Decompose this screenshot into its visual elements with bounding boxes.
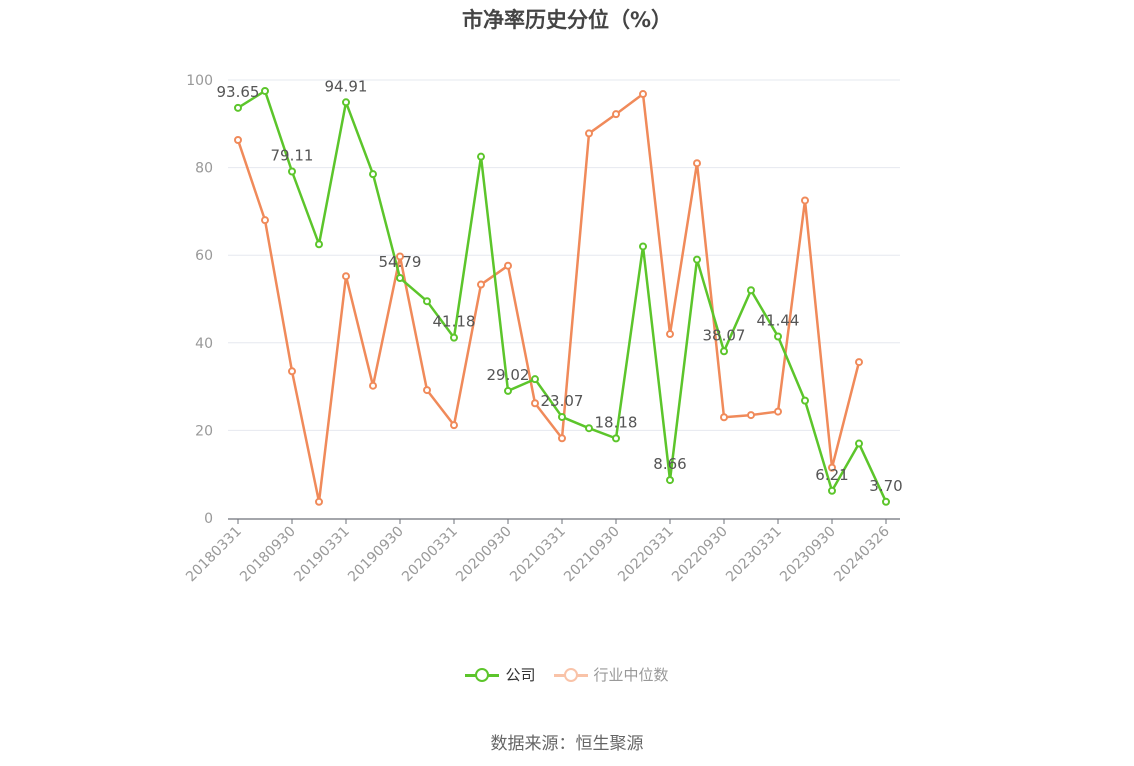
x-tick-label: 20240326 xyxy=(831,523,893,585)
data-label: 18.18 xyxy=(595,413,638,431)
data-point-1[interactable] xyxy=(396,252,404,261)
data-point-0[interactable] xyxy=(450,333,458,342)
data-point-0[interactable] xyxy=(234,103,242,112)
legend-industry-marker-icon xyxy=(553,667,588,682)
data-point-1[interactable] xyxy=(234,136,242,145)
legend-item-company[interactable]: 公司 xyxy=(465,664,536,685)
chart-title: 市净率历史分位（%） xyxy=(461,8,673,32)
data-point-0[interactable] xyxy=(315,240,323,249)
data-point-1[interactable] xyxy=(693,159,701,168)
x-tick-label: 20190930 xyxy=(345,524,407,586)
data-source: 数据来源：恒生聚源 xyxy=(490,734,644,754)
data-point-1[interactable] xyxy=(828,463,836,472)
data-point-1[interactable] xyxy=(261,216,269,225)
data-point-1[interactable] xyxy=(720,413,728,422)
line-chart: 0 20 40 60 80 100 2018033120180930201903312019… xyxy=(183,73,903,586)
data-point-0[interactable] xyxy=(288,167,296,176)
data-point-1[interactable] xyxy=(477,280,485,289)
data-point-1[interactable] xyxy=(747,411,755,420)
data-point-1[interactable] xyxy=(342,272,350,281)
x-tick-label: 20220930 xyxy=(669,524,731,586)
data-point-0[interactable] xyxy=(342,98,350,107)
data-label: 29.02 xyxy=(487,366,530,384)
data-label: 41.18 xyxy=(433,313,476,331)
data-point-1[interactable] xyxy=(639,90,647,99)
x-tick-label: 20180331 xyxy=(183,524,245,586)
data-point-0[interactable] xyxy=(504,386,512,395)
x-tick-label: 20230331 xyxy=(723,524,785,586)
data-point-0[interactable] xyxy=(882,497,890,506)
data-point-0[interactable] xyxy=(369,170,377,179)
legend-industry-label: 行业中位数 xyxy=(593,666,669,684)
grid-lines xyxy=(228,79,900,431)
x-tick-label: 20180930 xyxy=(237,524,299,586)
data-point-0[interactable] xyxy=(828,486,836,495)
series-layer xyxy=(234,86,890,506)
data-point-0[interactable] xyxy=(747,286,755,295)
data-point-1[interactable] xyxy=(666,330,674,339)
data-label: 23.07 xyxy=(541,392,584,410)
data-label: 6.21 xyxy=(815,466,848,484)
data-point-0[interactable] xyxy=(558,412,566,421)
data-label: 8.66 xyxy=(653,455,686,473)
data-labels: 93.65 79.11 94.91 54.79 41.18 29.02 23.07 18.18… xyxy=(217,77,903,494)
legend-company-label: 公司 xyxy=(505,666,536,684)
data-label: 3.70 xyxy=(869,477,902,495)
x-tick-label: 20220331 xyxy=(615,524,677,586)
data-point-0[interactable] xyxy=(612,434,620,443)
y-tick-label: 100 xyxy=(186,73,213,89)
data-point-0[interactable] xyxy=(261,86,269,95)
y-tick-label: 0 xyxy=(204,511,213,527)
data-point-0[interactable] xyxy=(801,396,809,405)
data-point-1[interactable] xyxy=(612,110,620,119)
y-tick-label: 80 xyxy=(195,161,213,177)
series-line-1 xyxy=(236,92,861,504)
data-point-0[interactable] xyxy=(477,152,485,161)
data-point-0[interactable] xyxy=(666,476,674,485)
data-label: 54.79 xyxy=(379,253,422,271)
data-point-0[interactable] xyxy=(774,332,782,341)
x-tick-label: 20200331 xyxy=(399,524,461,586)
x-tick-label: 20230930 xyxy=(777,524,839,586)
data-point-0[interactable] xyxy=(423,297,431,306)
x-tick-label: 20190331 xyxy=(291,524,353,586)
x-tick-label: 20210930 xyxy=(561,524,623,586)
data-point-1[interactable] xyxy=(585,129,593,138)
data-label: 93.65 xyxy=(217,83,260,101)
data-point-0[interactable] xyxy=(855,439,863,448)
data-point-0[interactable] xyxy=(585,424,593,433)
data-point-1[interactable] xyxy=(558,434,566,443)
y-tick-label: 60 xyxy=(195,248,213,264)
data-point-0[interactable] xyxy=(396,274,404,283)
data-point-1[interactable] xyxy=(369,381,377,390)
data-point-1[interactable] xyxy=(423,386,431,395)
data-point-1[interactable] xyxy=(288,367,296,376)
data-label: 41.44 xyxy=(757,311,800,329)
legend-company-marker-icon xyxy=(465,667,500,682)
data-point-1[interactable] xyxy=(450,421,458,430)
data-point-1[interactable] xyxy=(315,497,323,506)
x-tick-label: 20210331 xyxy=(507,524,569,586)
data-label: 79.11 xyxy=(271,146,314,164)
data-point-1[interactable] xyxy=(801,196,809,205)
data-point-0[interactable] xyxy=(639,242,647,251)
data-point-1[interactable] xyxy=(774,407,782,416)
data-point-1[interactable] xyxy=(531,399,539,408)
x-tick-label: 20200930 xyxy=(453,524,515,586)
data-point-0[interactable] xyxy=(531,375,539,384)
data-label: 38.07 xyxy=(703,326,746,344)
data-point-1[interactable] xyxy=(504,261,512,270)
y-tick-label: 20 xyxy=(195,423,213,439)
legend: 公司 行业中位数 xyxy=(0,664,1134,685)
data-label: 94.91 xyxy=(325,77,368,95)
legend-item-industry-median[interactable]: 行业中位数 xyxy=(553,664,669,685)
data-point-0[interactable] xyxy=(720,347,728,356)
data-point-0[interactable] xyxy=(693,255,701,264)
data-point-1[interactable] xyxy=(855,358,863,367)
y-tick-label: 40 xyxy=(195,336,213,352)
